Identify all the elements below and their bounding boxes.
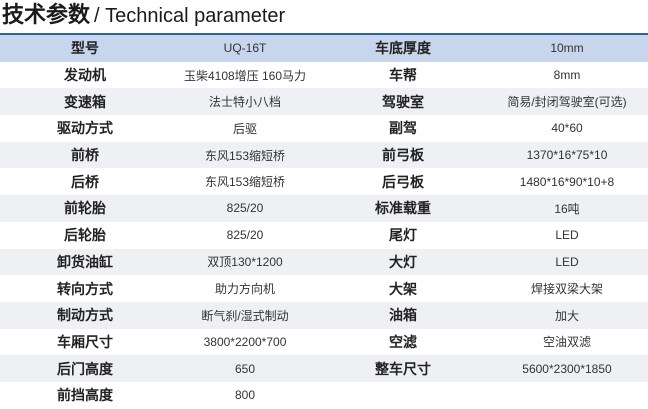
spec-label: 尾灯 (320, 221, 486, 249)
spec-value: 空油双滤 (486, 328, 648, 356)
spec-label: 大架 (320, 275, 486, 302)
spec-label: 转向方式 (0, 275, 170, 302)
spec-value: 3800*2200*700 (170, 328, 320, 356)
table-row: 前桥 东风153缩短桥 前弓板 1370*16*75*10 (0, 141, 648, 169)
spec-value: 800 (170, 381, 320, 409)
table-row: 发动机 玉柴4108增压 160马力 车帮 8mm (0, 61, 648, 89)
spec-value: 玉柴4108增压 160马力 (170, 61, 320, 89)
title: 技术参数 / Technical parameter (0, 0, 648, 33)
spec-label: 空滤 (320, 328, 486, 356)
table-row: 变速箱 法士特小八档 驾驶室 简易/封闭驾驶室(可选) (0, 88, 648, 116)
table-row: 驱动方式 后驱 副驾 40*60 (0, 115, 648, 142)
spec-value: 10mm (486, 34, 648, 62)
spec-value: 1480*16*90*10+8 (486, 168, 648, 196)
spec-value: 东风153缩短桥 (170, 168, 320, 196)
spec-label: 车厢尺寸 (0, 328, 170, 356)
table-row: 车厢尺寸 3800*2200*700 空滤 空油双滤 (0, 328, 648, 356)
spec-value: 加大 (486, 301, 648, 329)
spec-label: 驱动方式 (0, 115, 170, 142)
spec-label: 前桥 (0, 141, 170, 169)
spec-value: 简易/封闭驾驶室(可选) (486, 88, 648, 116)
table-body: 型号 UQ-16T 车底厚度 10mm 发动机 玉柴4108增压 160马力 车帮 8mm 变速… (0, 34, 648, 409)
spec-value: 825/20 (170, 221, 320, 249)
table-row: 前挡高度 800 (0, 381, 648, 409)
spec-value: 825/20 (170, 195, 320, 222)
spec-value (486, 381, 648, 409)
table-row: 型号 UQ-16T 车底厚度 10mm (0, 34, 648, 62)
spec-value: 8mm (486, 61, 648, 89)
spec-label: 卸货油缸 (0, 248, 170, 276)
spec-label: 制动方式 (0, 301, 170, 329)
spec-label: 前挡高度 (0, 381, 170, 409)
spec-value: 焊接双梁大架 (486, 275, 648, 302)
spec-value: 断气刹/湿式制动 (170, 301, 320, 329)
spec-value: 650 (170, 355, 320, 382)
spec-value: LED (486, 248, 648, 276)
title-en: / Technical parameter (94, 5, 286, 27)
spec-label: 驾驶室 (320, 88, 486, 116)
spec-label: 前轮胎 (0, 195, 170, 222)
table-row: 后轮胎 825/20 尾灯 LED (0, 221, 648, 249)
spec-label: 副驾 (320, 115, 486, 142)
spec-label: 车底厚度 (320, 34, 486, 62)
spec-value: 1370*16*75*10 (486, 141, 648, 169)
spec-label: 整车尺寸 (320, 355, 486, 382)
spec-label: 标准载重 (320, 195, 486, 222)
table-row: 后桥 东风153缩短桥 后弓板 1480*16*90*10+8 (0, 168, 648, 196)
spec-label: 后轮胎 (0, 221, 170, 249)
spec-label: 油箱 (320, 301, 486, 329)
spec-value: 后驱 (170, 115, 320, 142)
spec-value: 40*60 (486, 115, 648, 142)
spec-label (320, 381, 486, 409)
spec-label: 发动机 (0, 61, 170, 89)
spec-label: 后桥 (0, 168, 170, 196)
spec-value: 16吨 (486, 195, 648, 222)
spec-value: 双顶130*1200 (170, 248, 320, 276)
spec-value: UQ-16T (170, 34, 320, 62)
spec-label: 后门高度 (0, 355, 170, 382)
spec-label: 前弓板 (320, 141, 486, 169)
table-row: 后门高度 650 整车尺寸 5600*2300*1850 (0, 355, 648, 382)
table-row: 制动方式 断气刹/湿式制动 油箱 加大 (0, 301, 648, 329)
spec-label: 车帮 (320, 61, 486, 89)
spec-label: 后弓板 (320, 168, 486, 196)
spec-value: 东风153缩短桥 (170, 141, 320, 169)
title-cn: 技术参数 (2, 2, 91, 27)
spec-value: 助力方向机 (170, 275, 320, 302)
spec-label: 大灯 (320, 248, 486, 276)
spec-value: 5600*2300*1850 (486, 355, 648, 382)
spec-label: 变速箱 (0, 88, 170, 116)
spec-value: LED (486, 221, 648, 249)
table-row: 前轮胎 825/20 标准载重 16吨 (0, 195, 648, 222)
table-row: 转向方式 助力方向机 大架 焊接双梁大架 (0, 275, 648, 302)
spec-value: 法士特小八档 (170, 88, 320, 116)
spec-table: 型号 UQ-16T 车底厚度 10mm 发动机 玉柴4108增压 160马力 车帮 8mm 变速… (0, 33, 648, 409)
spec-label: 型号 (0, 34, 170, 62)
table-row: 卸货油缸 双顶130*1200 大灯 LED (0, 248, 648, 276)
